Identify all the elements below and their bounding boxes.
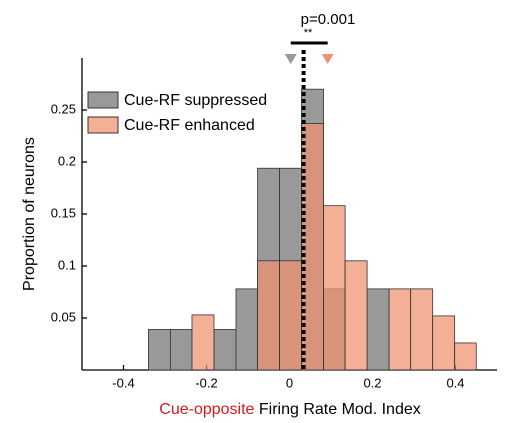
x-tick-label: 0.4 [446, 375, 464, 390]
bar [147, 329, 171, 371]
y-tick-label: 0.15 [51, 205, 76, 220]
y-tick-label: 0.05 [51, 309, 76, 324]
bar [454, 342, 477, 371]
bar [366, 288, 390, 371]
bar [235, 288, 258, 371]
legend-label: Cue-RF suppressed [124, 92, 267, 109]
x-tick-label: -0.2 [195, 375, 217, 390]
bar [344, 260, 368, 371]
x-axis-label: Cue-opposite Firing Rate Mod. Index [159, 401, 420, 418]
bar [257, 260, 280, 371]
bar [213, 329, 237, 371]
bar [388, 288, 412, 371]
legend-swatch [87, 91, 119, 109]
x-label-part: Firing Rate Mod. Index [254, 401, 420, 418]
y-tick-label: 0.2 [58, 153, 76, 168]
significance: ** [304, 27, 313, 39]
bar [410, 288, 434, 371]
median-marker [321, 54, 334, 64]
bar [169, 329, 193, 371]
bar [191, 314, 215, 371]
legend-swatch [87, 116, 119, 134]
bar [323, 205, 346, 371]
y-tick-label: 0.1 [58, 257, 76, 272]
x-tick-label: 0.2 [363, 375, 381, 390]
bar [279, 260, 302, 371]
x-tick-label: -0.4 [112, 375, 134, 390]
x-label-part: Cue-opposite [159, 401, 254, 418]
legend-label: Cue-RF enhanced [124, 117, 255, 134]
bar [432, 315, 456, 371]
y-tick-label: 0.25 [51, 101, 76, 116]
median-marker [284, 54, 297, 64]
p-value: p=0.001 [301, 11, 356, 28]
x-tick-label: 0 [286, 375, 293, 390]
y-axis-label: Proportion of neurons [21, 137, 38, 291]
